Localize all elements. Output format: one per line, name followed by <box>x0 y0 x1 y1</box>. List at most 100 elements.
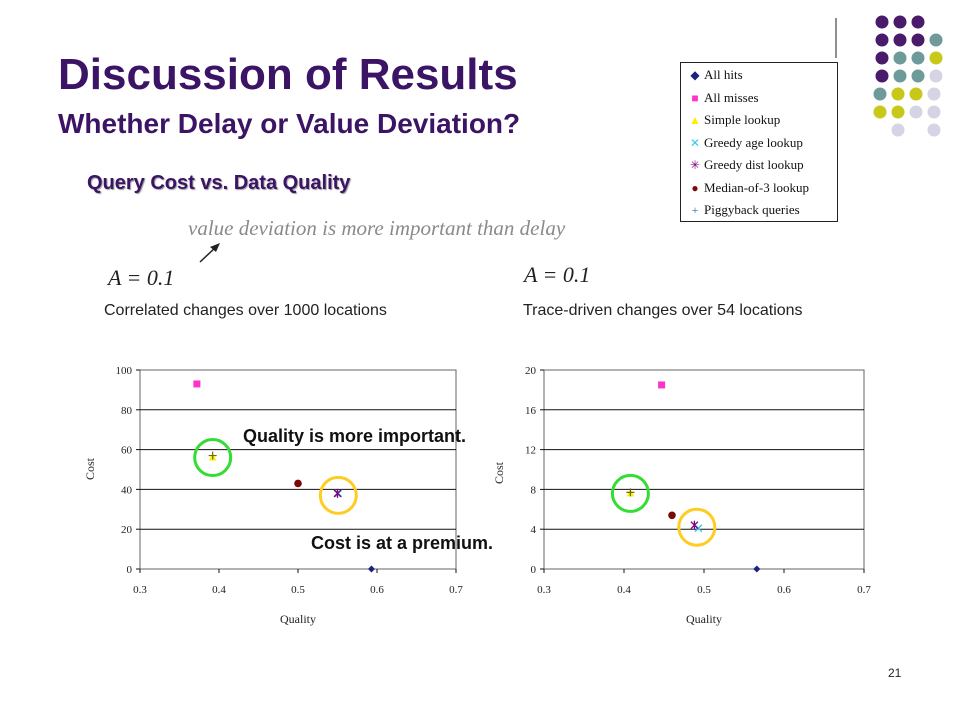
legend-label: All misses <box>704 89 759 105</box>
left-a-label: A = 0.1 <box>108 265 175 290</box>
green-highlight-circle <box>610 473 650 513</box>
left-caption: Correlated changes over 1000 locations <box>104 302 387 319</box>
legend-label: Median-of-3 lookup <box>704 179 810 195</box>
legend-label: All hits <box>704 67 743 82</box>
decorative-dot <box>893 51 907 65</box>
data-point <box>753 565 761 573</box>
y-tick-label: 20 <box>121 524 133 536</box>
yellow-highlight-circle <box>318 475 358 515</box>
x-tick-label: 0.7 <box>857 584 871 596</box>
data-point <box>690 520 699 530</box>
data-point <box>367 565 375 573</box>
green-highlight-circle <box>193 438 233 478</box>
decorative-dot <box>891 123 905 137</box>
legend-item: ✳ Greedy dist lookup <box>689 157 804 173</box>
y-tick-label: 60 <box>121 445 133 457</box>
decorative-dot <box>909 87 923 101</box>
decorative-dot <box>873 105 887 119</box>
data-point <box>208 451 217 460</box>
legend-label: Piggyback queries <box>704 202 800 217</box>
legend-label: Simple lookup <box>704 112 781 127</box>
y-axis-label: Cost <box>83 457 97 480</box>
decorative-dot <box>875 51 889 65</box>
section-heading: Query Cost vs. Data Quality <box>87 172 351 194</box>
quality-callout: Quality is more important. <box>243 426 467 446</box>
legend-marker-icon: ✳ <box>689 158 701 172</box>
legend-marker-icon: ● <box>691 180 699 195</box>
y-tick-label: 0 <box>531 564 537 576</box>
decorative-dot <box>929 69 943 83</box>
y-tick-label: 20 <box>525 365 537 377</box>
decorative-dot <box>927 105 941 119</box>
x-axis-label: Quality <box>280 612 316 626</box>
annotation-note: value deviation is more important than d… <box>188 216 566 240</box>
y-tick-label: 100 <box>116 365 133 377</box>
decorative-dot <box>873 87 887 101</box>
legend-item: ■ All misses <box>689 89 759 106</box>
legend-item: ▲ Simple lookup <box>689 112 780 128</box>
y-tick-label: 4 <box>531 524 537 536</box>
decorative-dot <box>893 15 907 29</box>
right-scatter-chart: 0 4 8 12 16 20 0.3 0.4 0.5 0.6 0.7 Quality Cost <box>492 365 871 626</box>
data-point <box>333 488 342 498</box>
legend-marker-icon: ▲ <box>689 113 701 127</box>
x-tick-label: 0.6 <box>777 584 791 596</box>
decorative-dot <box>927 87 941 101</box>
legend-marker-icon: + <box>691 203 699 217</box>
x-tick-label: 0.3 <box>133 584 147 596</box>
decorative-dot <box>909 105 923 119</box>
y-tick-label: 16 <box>525 405 537 417</box>
y-tick-label: 40 <box>121 484 133 496</box>
decorative-dot <box>875 69 889 83</box>
x-tick-label: 0.7 <box>449 584 463 596</box>
legend-item: ● Median-of-3 lookup <box>689 180 809 196</box>
data-point <box>658 381 666 389</box>
x-tick-label: 0.5 <box>697 584 711 596</box>
x-tick-label: 0.4 <box>212 584 226 596</box>
decorative-dot <box>911 15 925 29</box>
chart-legend: ◆ All hits ■ All misses ▲ Simple lookup ✕ Greed… <box>680 62 838 222</box>
decorative-dot <box>911 51 925 65</box>
slide-title: Discussion of Results <box>58 50 518 99</box>
legend-label: Greedy age lookup <box>704 134 803 150</box>
y-tick-label: 0 <box>127 564 133 576</box>
decorative-dot <box>911 69 925 83</box>
decorative-dots <box>835 15 943 158</box>
slide-subtitle: Whether Delay or Value Deviation? <box>58 108 521 139</box>
legend-marker-icon: ■ <box>691 90 699 105</box>
decorative-dot <box>891 87 905 101</box>
plot-area <box>543 369 865 570</box>
x-tick-label: 0.3 <box>537 584 551 596</box>
legend-item: + Piggyback queries <box>689 202 800 218</box>
data-point <box>668 511 676 520</box>
decorative-dot-grid <box>873 15 943 137</box>
plot-area <box>139 369 457 570</box>
y-tick-label: 12 <box>525 445 536 457</box>
x-tick-label: 0.6 <box>370 584 384 596</box>
decorative-dot <box>893 69 907 83</box>
y-tick-label: 8 <box>531 484 537 496</box>
y-axis-label: Cost <box>492 461 506 484</box>
data-point <box>193 380 201 388</box>
y-tick-label: 80 <box>121 405 133 417</box>
legend-label: Greedy dist lookup <box>704 157 804 172</box>
decorative-dot <box>929 33 943 47</box>
x-tick-label: 0.4 <box>617 584 631 596</box>
cost-callout: Cost is at a premium. <box>311 533 494 553</box>
legend-marker-icon: ✕ <box>689 135 701 150</box>
decorative-dot <box>927 123 941 137</box>
decorative-dot <box>875 33 889 47</box>
x-axis-label: Quality <box>686 612 722 626</box>
decorative-dot <box>875 15 889 29</box>
data-point <box>694 524 703 533</box>
right-a-label: A = 0.1 <box>524 262 591 287</box>
page-number: 21 <box>888 666 902 680</box>
legend-marker-icon: ◆ <box>690 68 700 82</box>
data-point <box>294 479 302 488</box>
x-tick-label: 0.5 <box>291 584 305 596</box>
note-arrow <box>199 243 220 263</box>
legend-item: ✕ Greedy age lookup <box>689 135 803 151</box>
decorative-dot <box>929 51 943 65</box>
yellow-highlight-circle <box>677 507 717 547</box>
legend-item: ◆ All hits <box>689 67 743 83</box>
